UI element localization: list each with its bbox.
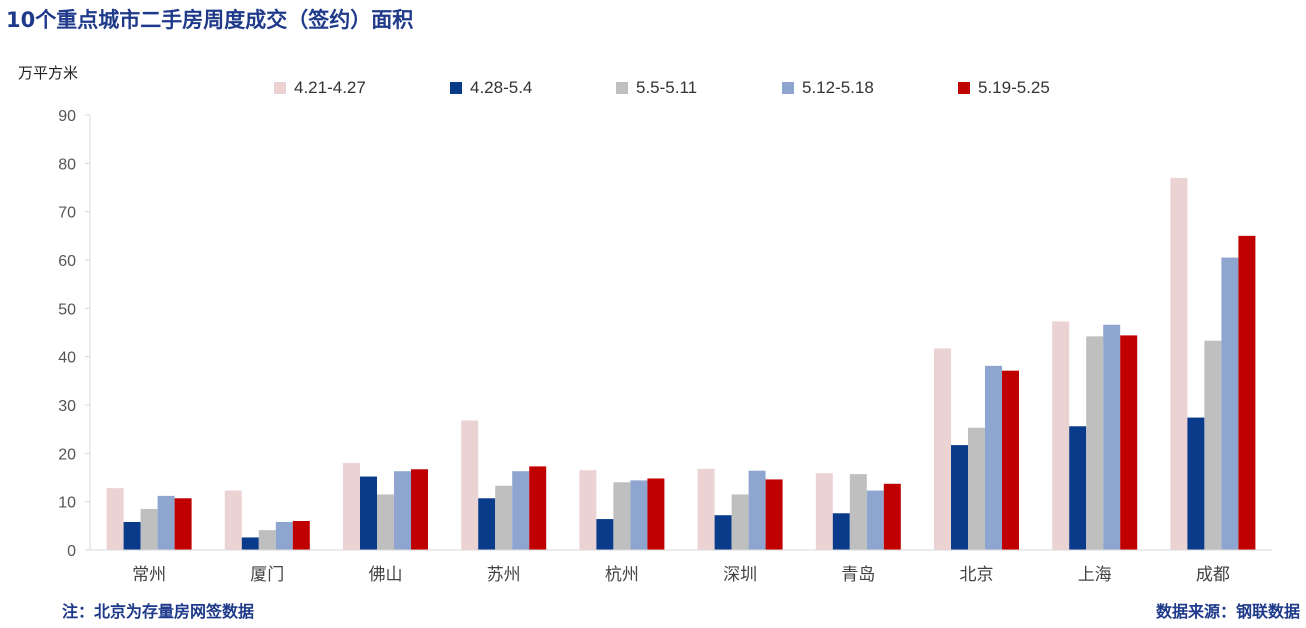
bar-3-1 [140,508,158,550]
y-tick-label: 20 [58,446,76,463]
bar-2-4 [478,498,496,550]
legend-swatch [958,82,970,94]
bar-3-4 [495,485,513,550]
y-tick-label: 0 [67,543,76,560]
legend-item-4: 5.12-5.18 [782,78,874,98]
bar-1-10 [1170,177,1188,551]
x-tick-label: 苏州 [487,565,521,585]
bar-2-1 [123,521,141,550]
bar-5-10 [1238,235,1256,551]
bar-4-7 [866,490,884,550]
bar-4-4 [512,471,530,550]
bar-1-4 [461,420,479,550]
bar-5-5 [647,478,665,550]
y-tick-label: 90 [58,108,76,125]
bar-2-10 [1187,417,1205,550]
y-tick-label: 70 [58,205,76,222]
legend-label: 5.12-5.18 [802,78,874,97]
bar-3-8 [968,427,985,550]
bar-5-8 [1002,370,1019,550]
chart-title: 10个重点城市二手房周度成交（签约）面积 [6,8,414,32]
bar-3-3 [377,494,394,550]
bar-4-6 [748,470,766,550]
legend-item-3: 5.5-5.11 [616,78,697,98]
bar-3-9 [1086,336,1104,550]
bar-chart: 0 10 20 30 40 50 60 70 80 90 常州 厦门 佛山 苏州 杭州 深圳 青岛 北京 上海 成都 [58,108,1272,585]
legend-item-1: 4.21-4.27 [274,78,366,98]
y-axis-unit-label: 万平方米 [18,64,79,82]
footnote: 注：北京为存量房网签数据 [62,602,255,621]
bar-1-1 [106,488,124,550]
bar-5-9 [1120,335,1138,550]
x-tick-label: 北京 [960,565,994,585]
legend-item-2: 4.28-5.4 [450,78,532,98]
bar-5-4 [529,466,547,550]
bar-1-2 [224,490,242,550]
bar-5-2 [292,521,310,550]
bar-4-8 [985,365,1002,550]
bar-4-1 [157,495,175,550]
bar-1-7 [815,473,833,550]
bar-3-6 [731,494,749,550]
bar-4-3 [394,471,411,550]
bar-5-6 [765,479,783,550]
legend-swatch [782,82,794,94]
x-tick-label: 成都 [1196,565,1230,585]
y-tick-label: 30 [58,398,76,415]
x-tick-label: 上海 [1078,565,1112,585]
bar-2-6 [714,515,732,550]
bar-2-7 [832,513,850,550]
bar-1-6 [697,468,715,550]
bar-4-9 [1103,324,1121,550]
bar-1-3 [343,463,360,550]
bar-3-10 [1204,340,1222,550]
bar-3-5 [613,482,631,550]
legend-label: 4.21-4.27 [294,78,366,97]
legend-swatch [450,82,462,94]
x-tick-label: 常州 [132,565,166,585]
bar-2-8 [951,445,968,550]
bar-2-2 [241,537,259,550]
x-tick-label: 佛山 [369,565,403,585]
bar-4-10 [1221,257,1239,550]
bar-5-3 [411,469,428,550]
bar-2-3 [360,476,377,550]
bar-1-9 [1052,321,1070,550]
x-tick-label: 青岛 [841,565,875,585]
legend-label: 5.19-5.25 [978,78,1050,97]
legend-swatch [274,82,286,94]
legend: 4.21-4.27 4.28-5.4 5.5-5.11 5.12-5.18 5.… [0,78,1306,100]
bar-2-9 [1069,426,1087,550]
bar-1-8 [934,348,951,550]
y-tick-label: 10 [58,495,76,512]
legend-swatch [616,82,628,94]
bar-5-1 [174,498,192,550]
bar-2-5 [596,519,614,550]
legend-item-5: 5.19-5.25 [958,78,1050,98]
bar-4-5 [630,480,648,550]
y-tick-label: 60 [58,253,76,270]
legend-label: 5.5-5.11 [636,78,698,97]
y-tick-label: 50 [58,301,76,318]
bar-1-5 [579,470,597,550]
x-tick-label: 厦门 [250,565,284,585]
x-tick-label: 深圳 [723,565,757,585]
legend-label: 4.28-5.4 [470,78,533,97]
bar-3-7 [849,474,867,550]
bar-3-2 [258,530,276,550]
bar-4-2 [275,521,293,550]
bar-5-7 [883,483,901,550]
y-tick-label: 80 [58,156,76,173]
y-tick-label: 40 [58,350,76,367]
x-tick-label: 杭州 [605,565,639,585]
data-source: 数据来源：钢联数据 [1155,602,1300,621]
